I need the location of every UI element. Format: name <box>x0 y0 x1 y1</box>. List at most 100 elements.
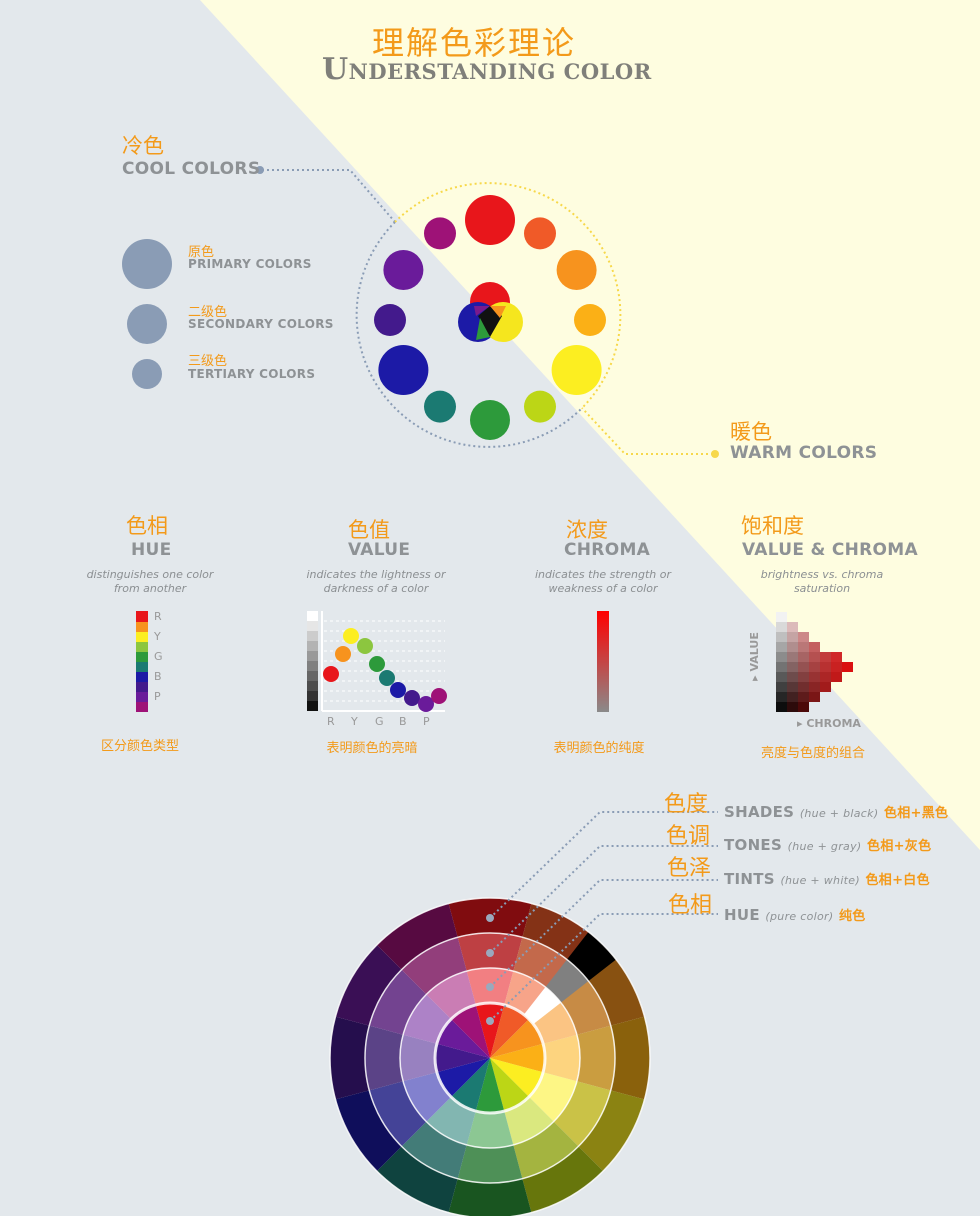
value-chroma-cell <box>776 662 787 672</box>
tint-segment <box>528 1072 577 1122</box>
tint-segment <box>543 1034 581 1082</box>
legend-tertiary-en: TERTIARY COLORS <box>188 367 316 381</box>
chroma-description: indicates the strength or weakness of a c… <box>534 568 672 595</box>
hue-footnote: 区分颜色类型 <box>100 739 179 754</box>
cool-connector-dot <box>256 166 264 174</box>
legend-secondary-dot <box>127 304 167 344</box>
tints-en: TINTS (hue + white) 色相+白色 <box>724 870 930 888</box>
value-chroma-cell <box>787 682 798 692</box>
value-chroma-cell <box>820 682 831 692</box>
tints-tones-shades-wheel <box>329 897 651 1216</box>
legend-primary-en: PRIMARY COLORS <box>188 257 312 271</box>
hue-segment <box>475 1058 505 1114</box>
wheel-ring-divider <box>329 897 651 1216</box>
color-wheel-outline-cool <box>355 221 583 448</box>
hue-segment <box>475 1003 505 1058</box>
value-chroma-cell <box>798 652 809 662</box>
value-chroma-cell <box>831 652 842 662</box>
value-chroma-cell <box>776 612 787 622</box>
legend-tertiary-dot <box>132 359 162 389</box>
value-chroma-cell <box>776 672 787 682</box>
hue-segment <box>490 1043 545 1073</box>
value-chroma-cell <box>787 632 798 642</box>
tint-segment <box>426 1096 476 1145</box>
title-english: UNDERSTANDING COLOR <box>322 52 652 87</box>
wheel-ring-divider <box>399 967 581 1149</box>
color-wheel-circles <box>374 195 606 440</box>
hue-segment <box>436 1058 490 1097</box>
value-chroma-cell <box>776 642 787 652</box>
hue-segment <box>436 1019 490 1058</box>
value-en: VALUE <box>348 540 411 560</box>
value-chroma-cell <box>820 672 831 682</box>
cool-colors-zh: 冷色 <box>122 134 164 158</box>
tint-segment <box>400 1034 437 1082</box>
value-chroma-cell <box>787 692 798 702</box>
title-english-initial: U <box>322 52 349 87</box>
shade-segment <box>376 903 458 970</box>
hue-segment <box>490 1058 529 1112</box>
value-chroma-cell <box>809 692 820 702</box>
tint-segment <box>504 971 554 1020</box>
warm-colors-en: WARM COLORS <box>730 443 878 463</box>
value-chroma-footnote: 亮度与色度的组合 <box>760 746 865 761</box>
warm-colors-zh: 暖色 <box>730 420 772 444</box>
tints-zh: 色泽 <box>667 856 712 881</box>
value-chroma-cell <box>820 652 831 662</box>
tint-segment <box>403 994 452 1044</box>
value-chroma-cell <box>787 672 798 682</box>
value-chroma-cell <box>776 682 787 692</box>
shade-segment <box>578 1090 645 1172</box>
legend-primary-zh: 原色 <box>188 245 215 260</box>
hue-layer-zh: 色相 <box>668 893 713 918</box>
chroma-bar <box>597 611 609 712</box>
wheel-ring-divider <box>433 1001 547 1115</box>
tint-segment <box>426 971 476 1020</box>
wheel-color-circle <box>524 217 556 250</box>
value-chroma-cell <box>809 662 820 672</box>
hue-scale-b: B <box>154 670 162 683</box>
wheel-color-circle <box>465 195 515 245</box>
wheel-ring-divider <box>364 932 616 1184</box>
legend-secondary-zh: 二级色 <box>188 305 228 320</box>
tones-en: TONES (hue + gray) 色相+灰色 <box>724 836 932 854</box>
hue-segment <box>490 1058 544 1097</box>
color-wheel-outline-warm <box>394 182 622 409</box>
value-chroma-en: VALUE & CHROMA <box>742 540 918 560</box>
title-english-rest: NDERSTANDING COLOR <box>348 59 652 84</box>
value-chroma-cell <box>831 672 842 682</box>
venn-green <box>476 318 490 340</box>
shade-segment <box>522 1146 604 1213</box>
tone-segment <box>369 1081 427 1147</box>
value-chroma-cell <box>798 662 809 672</box>
shade-segment <box>335 1090 402 1172</box>
shade-segment <box>610 1016 650 1100</box>
value-chart <box>307 611 447 712</box>
warm-background-region <box>200 0 980 850</box>
warm-connector-dot <box>711 450 719 458</box>
wheel-color-circle <box>524 390 556 423</box>
value-chroma-cell <box>798 682 809 692</box>
tone-segment <box>401 937 467 995</box>
value-axis-y: Y <box>351 715 358 728</box>
tone-segment <box>513 1121 579 1179</box>
value-chroma-zh: 饱和度 <box>741 514 804 538</box>
shades-zh: 色度 <box>664 792 709 817</box>
wheel-color-circle <box>378 345 429 395</box>
wheel-color-circle <box>424 217 456 250</box>
value-chroma-cell <box>787 662 798 672</box>
title-chinese: 理解色彩理论 <box>372 24 577 62</box>
cool-colors-en: COOL COLORS <box>122 159 261 179</box>
value-chroma-cell <box>809 642 820 652</box>
hue-segment <box>490 1004 529 1058</box>
neutral-segment <box>545 959 589 1003</box>
hue-segment <box>451 1058 490 1112</box>
shade-segment <box>448 1178 532 1216</box>
value-chroma-cell <box>776 692 787 702</box>
wheel-color-circle <box>424 390 456 423</box>
shades-en: SHADES (hue + black) 色相+黑色 <box>724 803 949 821</box>
value-chroma-cell <box>831 662 842 672</box>
hue-scale-y: Y <box>154 630 161 643</box>
venn-orange <box>490 306 506 318</box>
